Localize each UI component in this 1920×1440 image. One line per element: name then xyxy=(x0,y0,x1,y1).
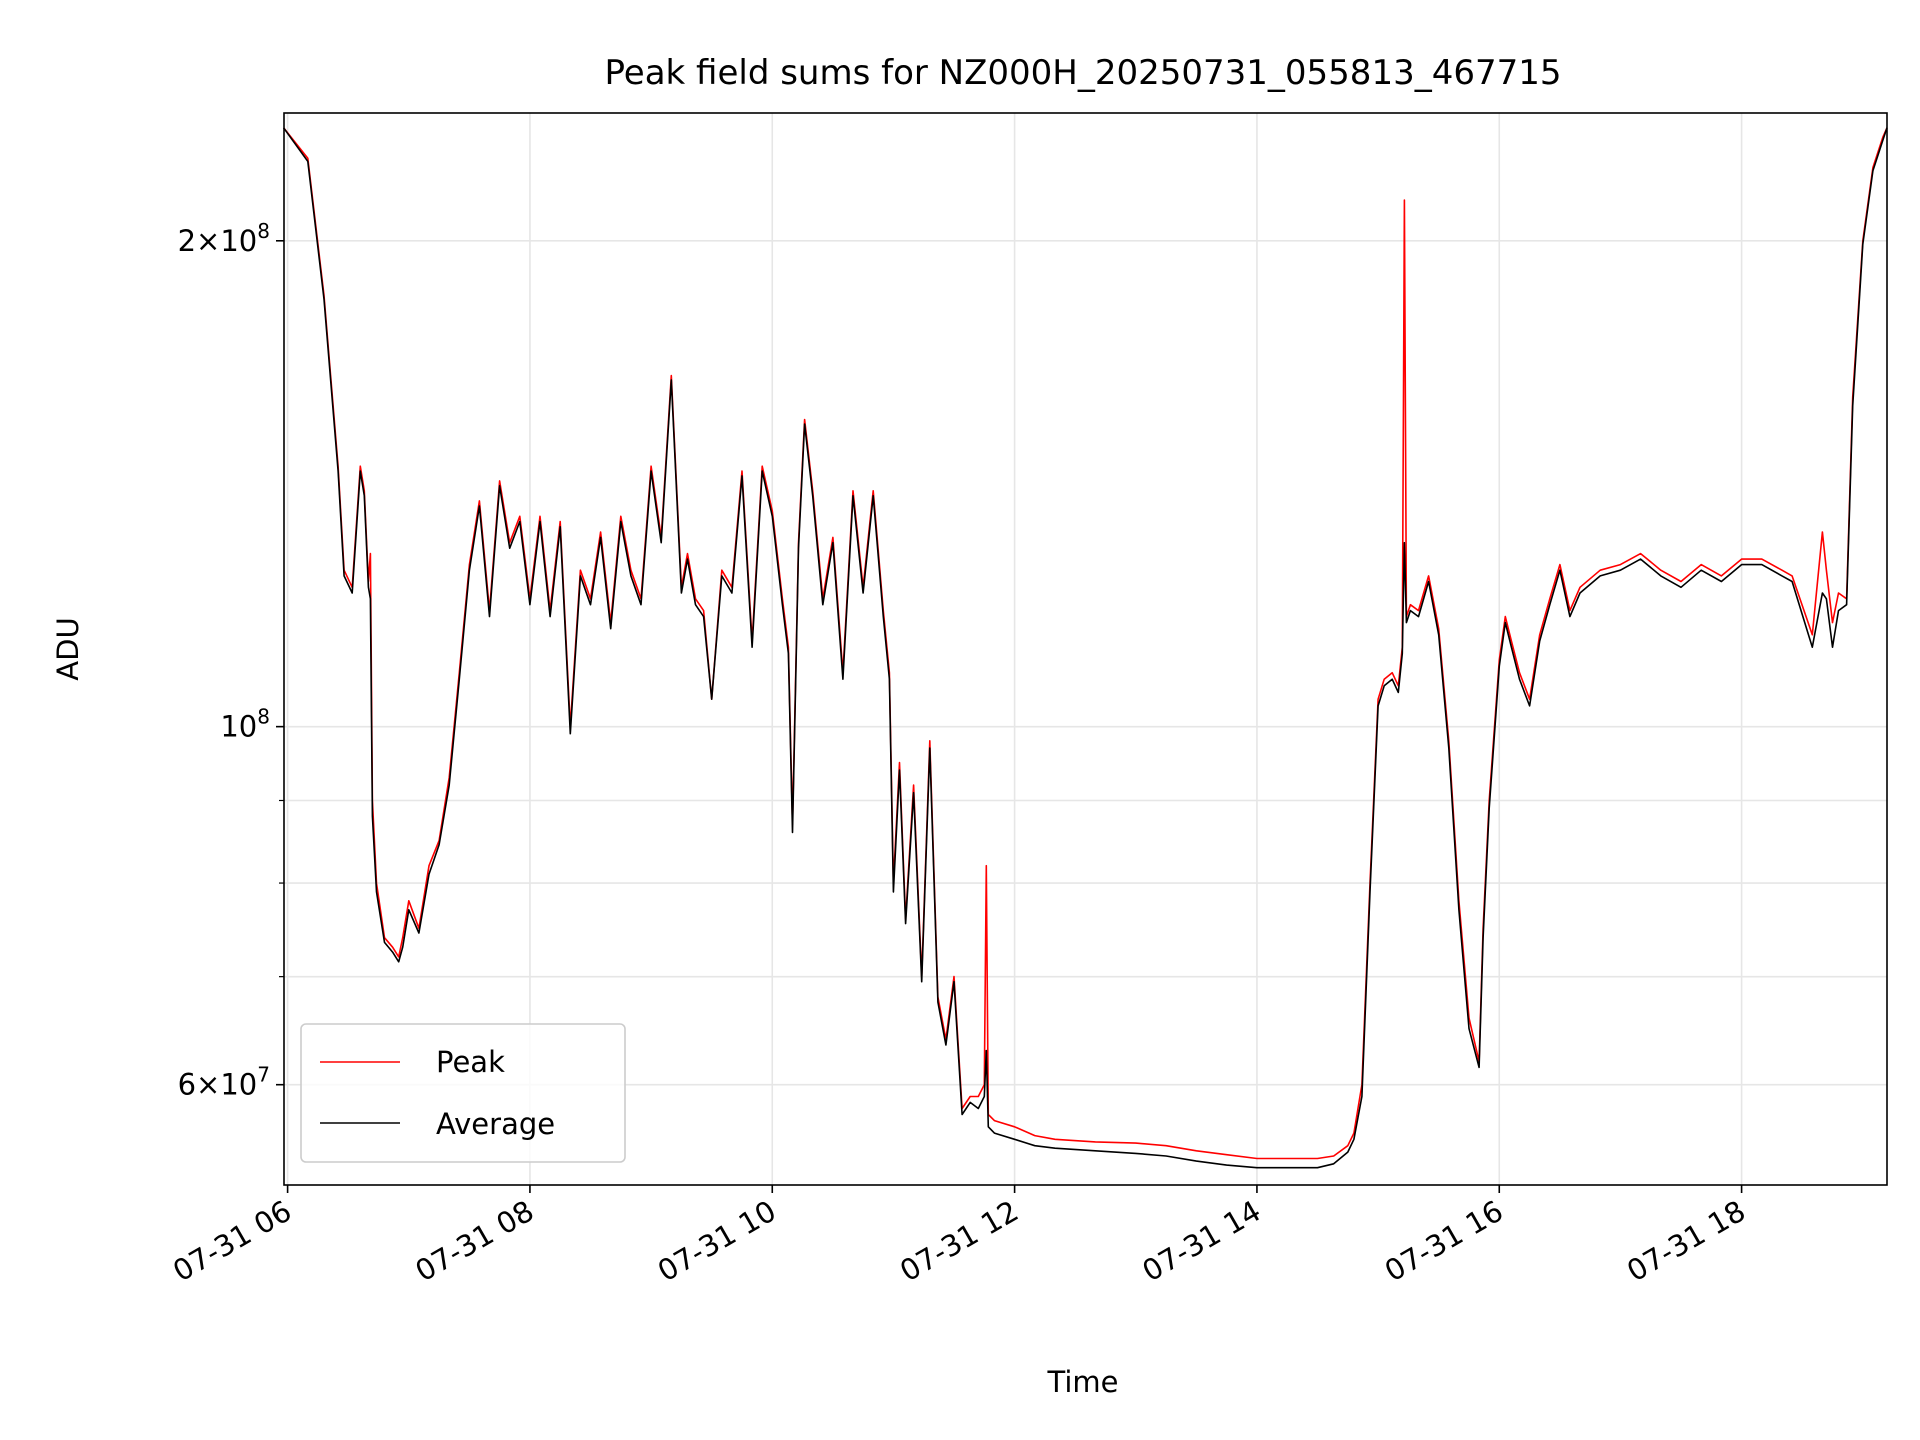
legend: Peak Average xyxy=(300,1023,626,1163)
legend-peak-label: Peak xyxy=(436,1045,505,1079)
y-tick-label: 6×107 xyxy=(178,1063,270,1102)
x-axis-label: Time xyxy=(1047,1365,1119,1399)
y-tick-label: 108 xyxy=(220,705,270,744)
y-axis-label: ADU xyxy=(51,617,85,680)
series-line-average xyxy=(282,127,1888,1169)
plot-frame xyxy=(283,112,1888,1186)
series-lines xyxy=(282,127,1888,1169)
chart-title: Peak field sums for NZ000H_20250731_0558… xyxy=(605,53,1562,93)
y-tick-label: 2×108 xyxy=(178,219,270,258)
legend-average-label: Average xyxy=(436,1107,555,1141)
y-axis-ticks: 6×107 108 2×108 xyxy=(178,219,284,1102)
legend-box xyxy=(300,1023,626,1163)
